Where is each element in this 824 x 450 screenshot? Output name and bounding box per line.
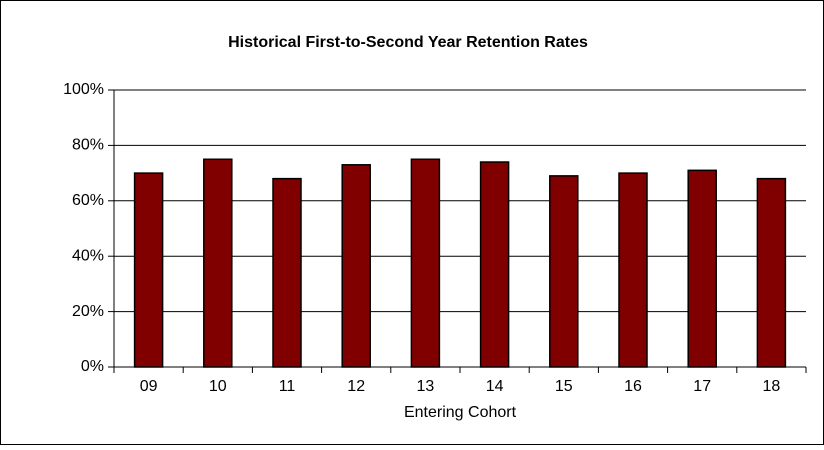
y-tick-label: 20%: [72, 303, 104, 320]
bar: [618, 172, 648, 368]
bar: [133, 172, 164, 368]
bar: [687, 169, 717, 368]
y-tick-label: 100%: [63, 81, 104, 98]
x-tick-label: 10: [209, 378, 227, 395]
x-tick-label: 12: [347, 378, 365, 395]
bar: [756, 177, 787, 368]
y-tick-label: 40%: [72, 247, 104, 264]
chart-title: Historical First-to-Second Year Retentio…: [228, 34, 588, 51]
bar: [272, 177, 302, 368]
bar: [479, 161, 510, 368]
x-tick-label: 15: [555, 378, 573, 395]
bar: [341, 164, 371, 368]
y-tick-label: 0%: [81, 358, 104, 375]
x-tick-label: 16: [624, 378, 642, 395]
x-tick-label: 14: [486, 378, 504, 395]
y-tick-label: 80%: [72, 137, 104, 154]
x-tick-label: 17: [693, 378, 711, 395]
bar: [203, 158, 233, 368]
bar: [410, 158, 441, 368]
x-tick-label: 13: [417, 378, 435, 395]
x-tick-label: 09: [140, 378, 158, 395]
x-axis-title: Entering Cohort: [404, 404, 517, 421]
x-tick-label: 18: [763, 378, 781, 395]
x-tick-label: 11: [279, 378, 296, 395]
bar: [549, 175, 579, 368]
y-tick-label: 60%: [72, 192, 104, 209]
